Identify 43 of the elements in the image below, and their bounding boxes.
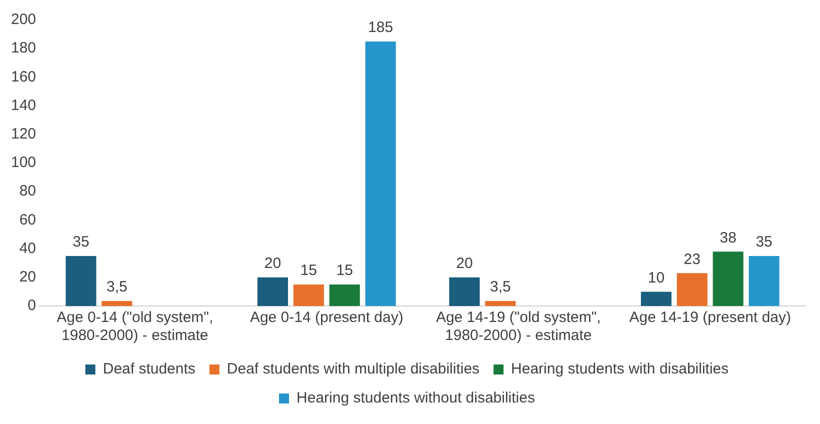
y-tick-label: 0 — [28, 297, 36, 314]
y-tick-label: 160 — [10, 68, 36, 86]
data-label: 3,5 — [106, 278, 128, 296]
data-label: 185 — [368, 19, 394, 36]
x-tick-label: Age 14-19 (present day) — [629, 309, 792, 326]
y-tick-label: 100 — [10, 154, 36, 172]
x-tick-label: Age 0-14 ("old system", 1980-2000) - estimate — [56, 309, 214, 344]
bar — [449, 277, 480, 306]
data-label: 10 — [648, 269, 665, 286]
legend-label: Deaf students with multiple disabilities — [226, 360, 480, 378]
data-label: 15 — [300, 262, 318, 280]
data-label: 35 — [756, 234, 772, 251]
bar — [712, 252, 744, 306]
data-label: 20 — [264, 255, 282, 272]
y-tick-label: 200 — [10, 11, 36, 28]
y-tick-label: 20 — [19, 268, 36, 286]
y-tick-label: 60 — [19, 211, 36, 228]
y-tick-label: 80 — [19, 182, 36, 200]
data-label: 15 — [336, 262, 353, 280]
y-tick-label: 140 — [10, 96, 36, 114]
data-label: 35 — [72, 234, 90, 251]
data-label: 3,5 — [490, 278, 511, 296]
bar — [293, 284, 324, 306]
bar — [676, 273, 708, 306]
bar — [102, 300, 132, 306]
bar — [329, 284, 360, 306]
data-label: 23 — [684, 250, 700, 268]
bar — [640, 292, 672, 306]
legend-label: Hearing students with disabilities — [511, 360, 729, 378]
bar — [365, 41, 396, 306]
legend-label: Deaf students — [102, 360, 196, 378]
y-tick-label: 120 — [10, 126, 36, 143]
bar — [257, 277, 288, 306]
data-label: 38 — [720, 229, 736, 246]
bar — [748, 256, 780, 306]
data-label: 20 — [456, 255, 473, 272]
x-tick-label: Age 0-14 (present day) — [250, 309, 404, 326]
x-tick-label: Age 14-19 ("old system", 1980-2000) - estimate — [436, 309, 601, 344]
bar — [485, 300, 516, 306]
y-tick-label: 40 — [19, 240, 36, 257]
legend-label: Hearing students without disabilities — [296, 390, 535, 407]
y-tick-label: 180 — [10, 40, 36, 57]
bar — [66, 256, 96, 306]
